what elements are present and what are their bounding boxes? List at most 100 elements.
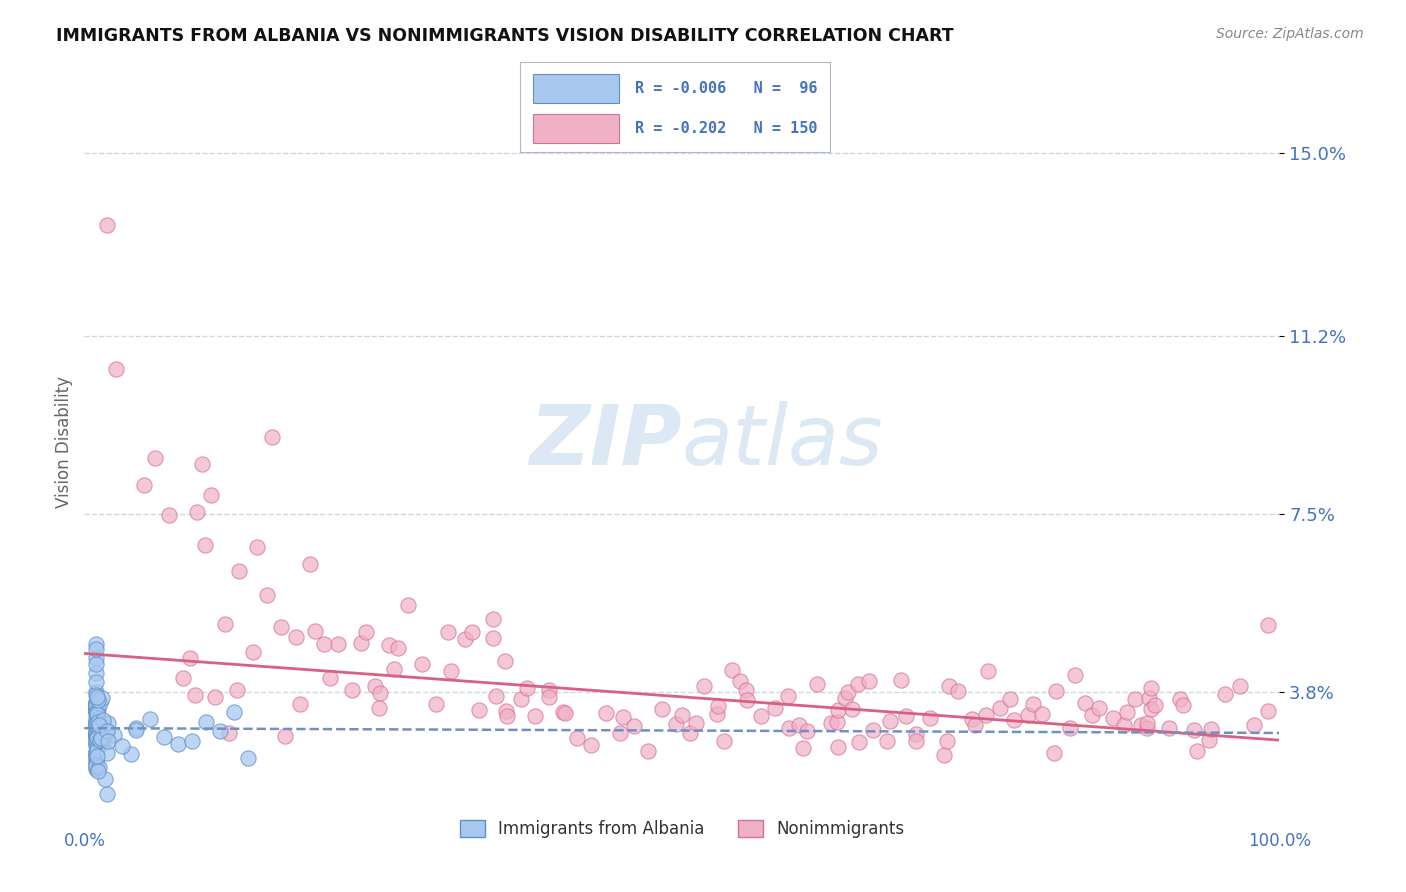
Point [84, 657, 107, 671]
Point [1136, 721, 1159, 735]
Point [186, 505, 208, 519]
Point [143, 451, 166, 466]
Point [84, 718, 107, 732]
Point [86, 731, 108, 745]
Point [554, 706, 576, 720]
Point [90, 731, 112, 745]
Point [538, 683, 561, 698]
Point [1022, 697, 1045, 711]
Point [679, 726, 702, 740]
Point [1042, 746, 1064, 760]
Point [84, 757, 107, 772]
Point [932, 747, 955, 762]
Point [693, 679, 716, 693]
Point [103, 727, 125, 741]
Point [1168, 692, 1191, 706]
Point [84, 700, 107, 714]
Point [1112, 718, 1135, 732]
Point [84, 702, 107, 716]
Point [84, 733, 107, 747]
Point [350, 636, 373, 650]
Point [97, 716, 120, 731]
Point [86, 730, 108, 744]
Point [195, 715, 218, 730]
Point [274, 729, 297, 743]
Point [84, 725, 107, 739]
Point [84, 725, 107, 739]
Point [387, 641, 409, 656]
Point [1159, 721, 1181, 735]
Point [91, 734, 114, 748]
Point [382, 662, 405, 676]
Point [1081, 707, 1104, 722]
Point [368, 685, 391, 699]
Point [787, 717, 810, 731]
Point [482, 612, 505, 626]
Point [1187, 743, 1209, 757]
Point [609, 725, 631, 739]
Point [494, 654, 516, 668]
Point [312, 637, 335, 651]
Point [778, 689, 800, 703]
Point [806, 677, 828, 691]
Point [125, 723, 148, 738]
Point [1215, 687, 1237, 701]
Point [179, 651, 201, 665]
Point [96, 218, 118, 232]
Point [567, 731, 589, 746]
Point [974, 708, 997, 723]
Point [482, 631, 505, 645]
Point [988, 701, 1011, 715]
Point [84, 733, 107, 747]
Point [461, 624, 484, 639]
Point [1173, 698, 1195, 713]
Point [84, 736, 107, 750]
Point [946, 683, 969, 698]
Point [84, 748, 107, 763]
Point [595, 706, 617, 720]
Point [671, 707, 693, 722]
Point [84, 697, 107, 711]
Point [1136, 715, 1159, 730]
Point [84, 747, 107, 762]
Point [84, 716, 107, 731]
Point [84, 703, 107, 717]
Point [837, 684, 859, 698]
Point [84, 698, 107, 713]
Point [1129, 718, 1152, 732]
Point [96, 746, 118, 760]
Point [1229, 679, 1251, 693]
Point [84, 723, 107, 738]
Point [104, 362, 127, 376]
Point [637, 743, 659, 757]
Point [510, 692, 533, 706]
Point [86, 719, 108, 733]
Point [1201, 722, 1223, 736]
Point [825, 715, 848, 730]
Point [84, 695, 107, 709]
Point [84, 729, 107, 743]
Point [87, 702, 110, 716]
Point [1063, 668, 1085, 682]
Point [172, 671, 194, 685]
Point [467, 703, 489, 717]
Point [224, 705, 246, 719]
Legend: Immigrants from Albania, Nonimmigrants: Immigrants from Albania, Nonimmigrants [453, 814, 911, 845]
Point [735, 682, 758, 697]
Text: Source: ZipAtlas.com: Source: ZipAtlas.com [1216, 27, 1364, 41]
Point [1031, 706, 1053, 721]
Point [84, 717, 107, 731]
Point [238, 751, 260, 765]
Point [200, 488, 222, 502]
Point [87, 764, 110, 778]
Point [84, 720, 107, 734]
Point [84, 651, 107, 665]
Point [1017, 707, 1039, 722]
Point [368, 701, 391, 715]
Point [623, 719, 645, 733]
Point [304, 624, 326, 639]
Point [84, 746, 107, 760]
Point [89, 733, 111, 747]
Text: R = -0.202   N = 150: R = -0.202 N = 150 [634, 121, 817, 136]
Point [132, 478, 155, 492]
